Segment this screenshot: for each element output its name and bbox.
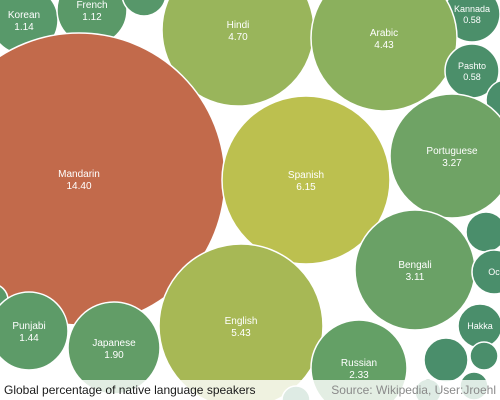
bubble-value: 3.11 [406, 272, 425, 283]
bubble-circle [389, 93, 500, 219]
bubble-value: 1.44 [19, 333, 39, 344]
bubble-value: 5.43 [231, 328, 251, 339]
bubble-label: Punjabi [12, 321, 45, 332]
bubble-hakka: Hakka [457, 303, 500, 349]
chart-source: Source: Wikipedia, User:Jroehl [331, 383, 496, 397]
chart-title: Global percentage of native language spe… [4, 383, 256, 397]
bubble-value: 14.40 [66, 181, 91, 192]
bubble-label: Arabic [370, 28, 398, 39]
bubble-circle [0, 291, 69, 371]
bubble-value: 2.33 [349, 370, 369, 381]
bubble-value: 1.12 [82, 12, 102, 23]
bubble-value: 4.70 [228, 32, 248, 43]
bubble-label: Bengali [398, 260, 431, 271]
bubble-circle [122, 0, 166, 17]
bubble-oc: Oc [471, 249, 500, 295]
bubble-label: Portuguese [426, 146, 478, 157]
bubble-circle [465, 211, 500, 253]
bubble-circle [469, 341, 499, 371]
bubble-circle [471, 249, 500, 295]
bubble-label: Hindi [227, 20, 250, 31]
bubble-label: Spanish [288, 170, 324, 181]
bubble-unlabeled-2 [122, 0, 166, 17]
bubble-circle [221, 95, 391, 265]
bubble-label: Mandarin [58, 169, 100, 180]
bubble-label: Korean [8, 10, 40, 21]
bubble-label: Hakka [467, 321, 493, 331]
bubble-value: 1.14 [14, 22, 34, 33]
bubble-label: Japanese [92, 338, 136, 349]
bubble-value: 6.15 [296, 182, 316, 193]
bubble-label: Oc [488, 267, 500, 277]
bubble-circle [423, 337, 469, 383]
bubble-label: Pashto [458, 61, 486, 71]
bubble-label: Kannada [454, 4, 490, 14]
bubble-unlabeled-20 [423, 337, 469, 383]
bubble-unlabeled-21 [469, 341, 499, 371]
bubble-circle [310, 0, 458, 112]
caption-bar: Global percentage of native language spe… [0, 380, 500, 400]
bubble-value: 3.27 [442, 158, 462, 169]
bubble-value: 0.58 [463, 15, 481, 25]
bubble-unlabeled-11 [465, 211, 500, 253]
bubble-label: Russian [341, 358, 377, 369]
bubble-label: French [76, 0, 107, 11]
bubble-value: 4.43 [374, 40, 394, 51]
bubble-label: English [225, 316, 258, 327]
bubble-value: 0.58 [463, 72, 481, 82]
bubble-value: 1.90 [104, 350, 124, 361]
bubble-circle [158, 243, 324, 400]
